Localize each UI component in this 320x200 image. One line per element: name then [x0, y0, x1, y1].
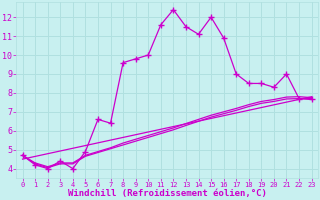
- X-axis label: Windchill (Refroidissement éolien,°C): Windchill (Refroidissement éolien,°C): [68, 189, 267, 198]
